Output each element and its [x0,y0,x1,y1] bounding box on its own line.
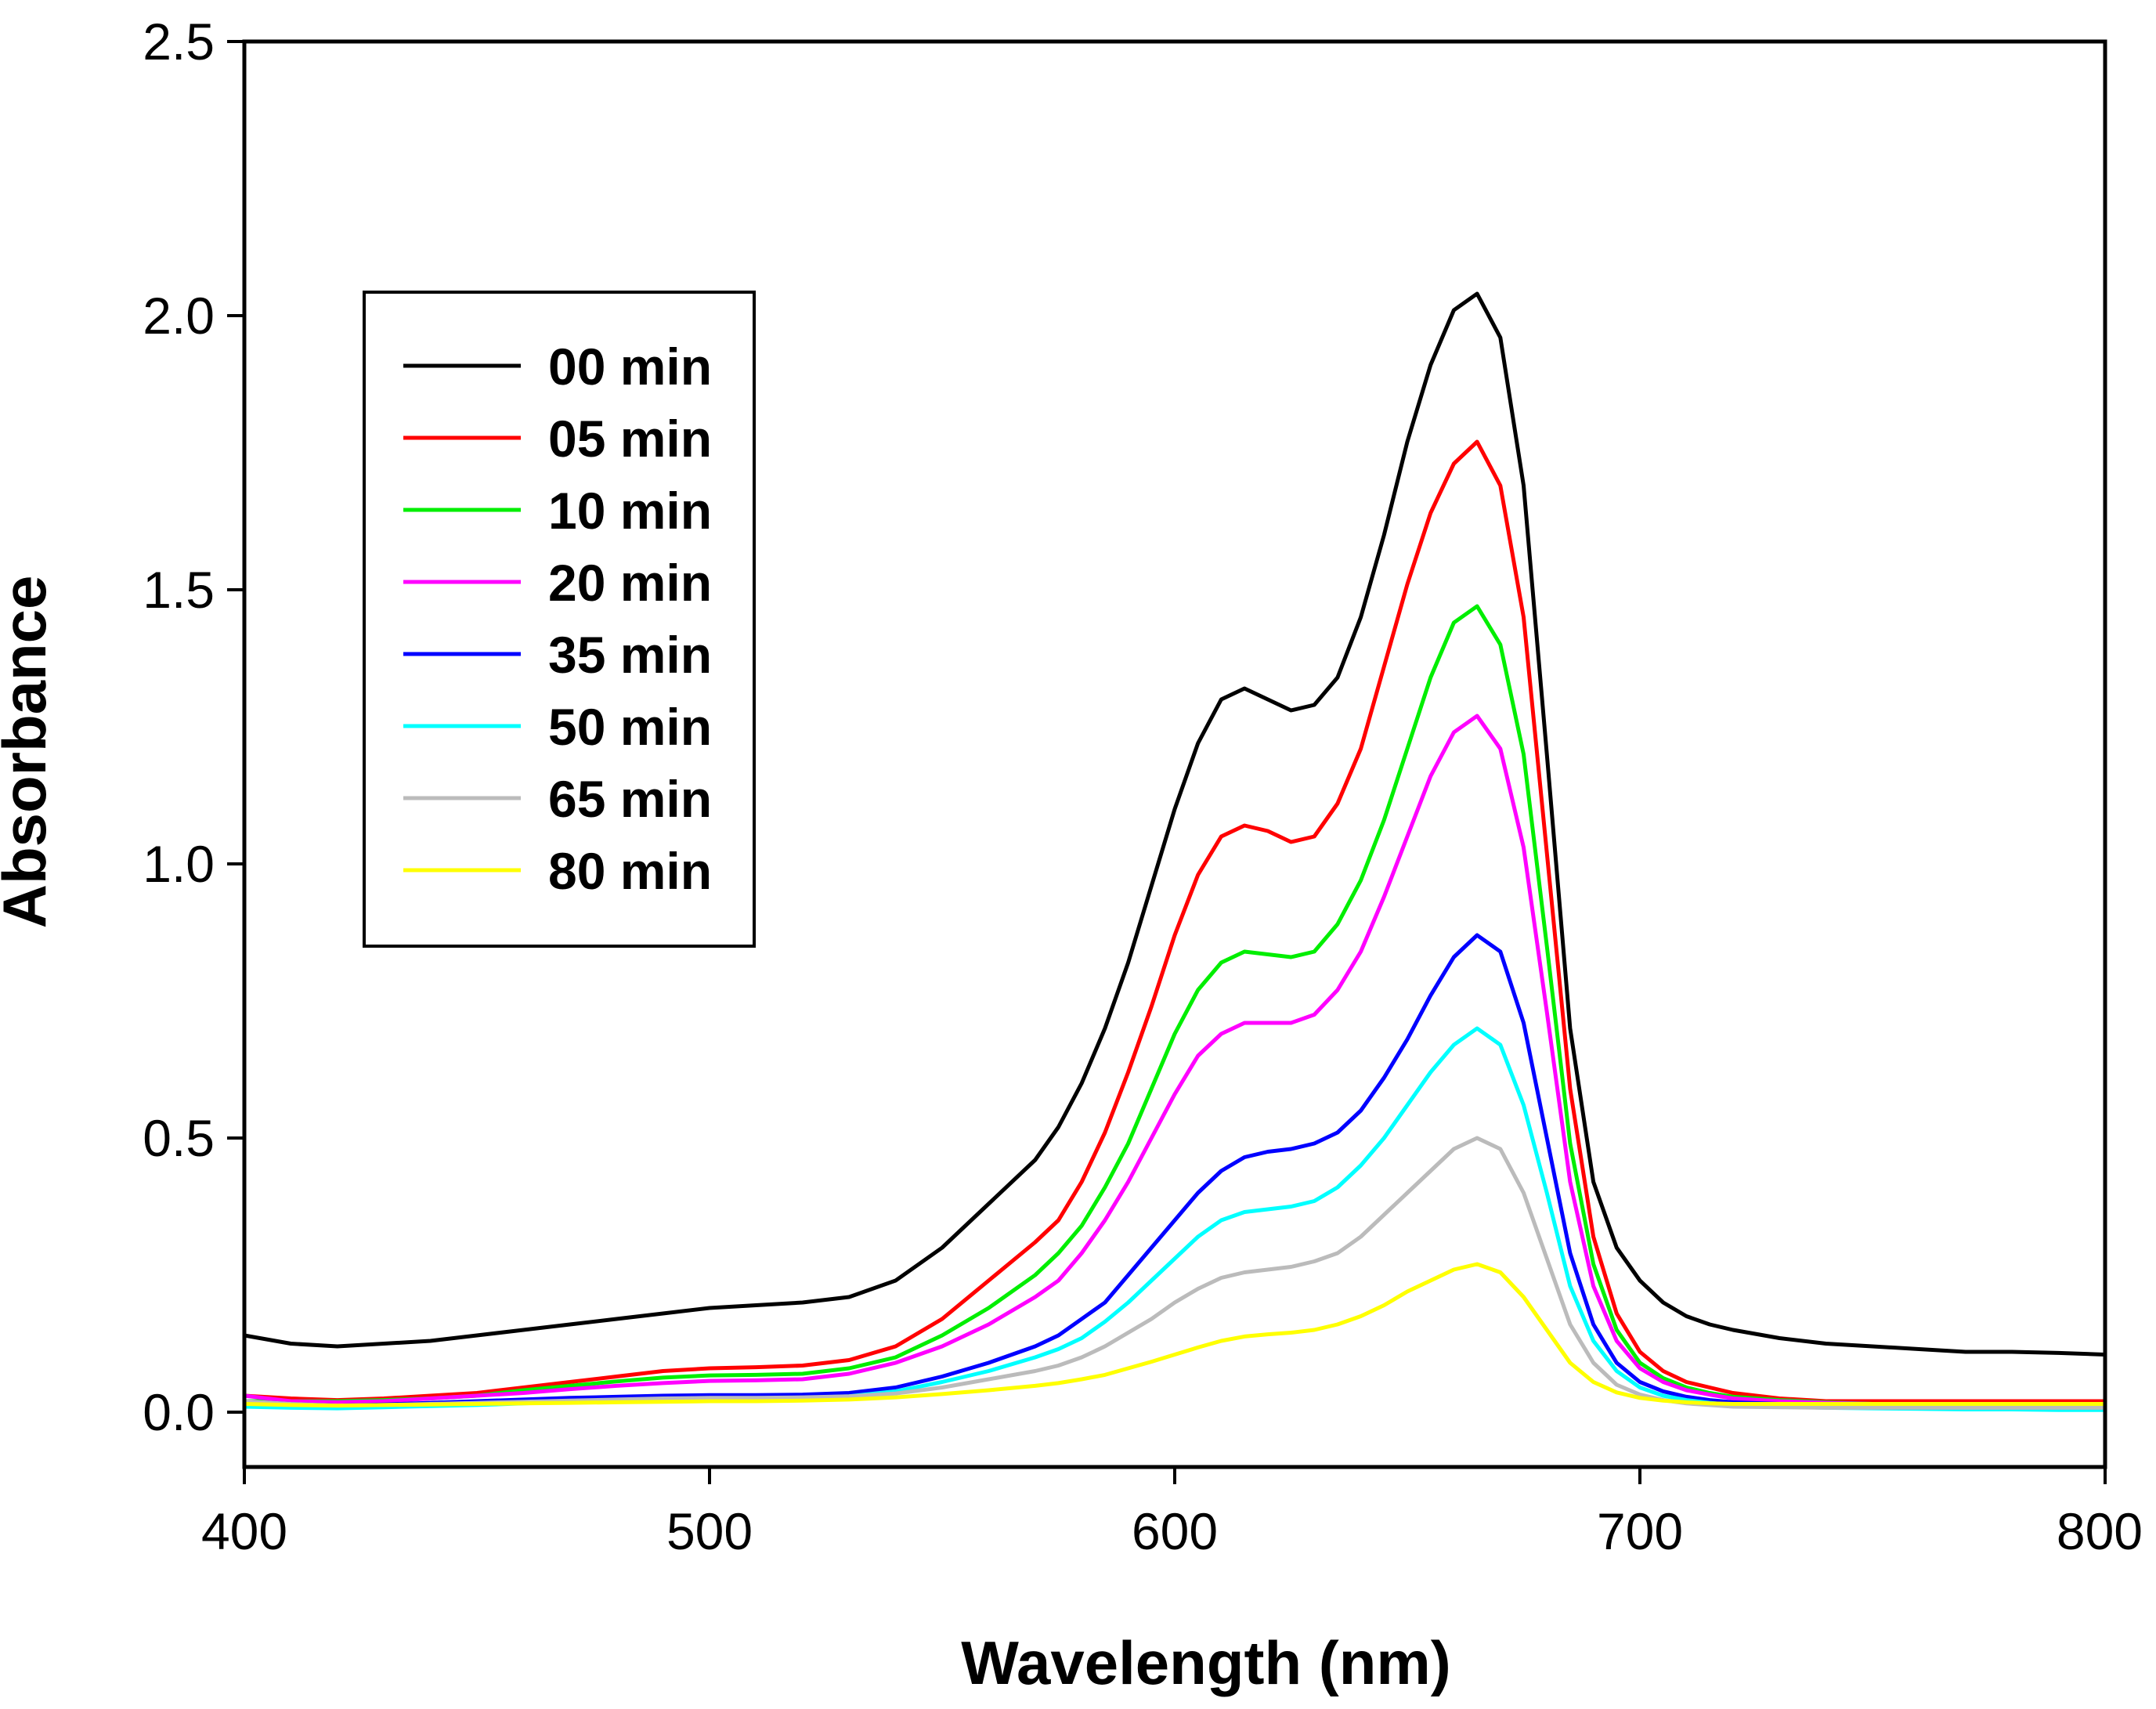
x-tick-label: 600 [1132,1502,1218,1560]
y-axis-ticks: 0.0 0.5 1.0 1.5 2.0 2.5 [143,13,244,1441]
y-tick-label: 1.0 [143,835,215,893]
y-tick-label: 0.0 [143,1383,215,1441]
x-axis-title: Wavelength (nm) [961,1628,1450,1697]
series-line [244,1262,2105,1408]
x-tick-label: 800 [2057,1502,2143,1560]
series-line [244,439,2105,1404]
legend-label: 20 min [548,554,712,612]
legend-label: 35 min [548,626,712,684]
legend-label: 10 min [548,482,712,540]
series-line [244,291,2106,1357]
plot-area-frame [242,39,2107,1469]
legend: 00 min 05 min 10 min 20 min 35 min 50 min 65 m… [363,291,756,948]
x-axis-ticks: 400 500 600 700 800 [201,1467,2143,1560]
series-lines [244,291,2106,1412]
x-tick-label: 400 [201,1502,287,1560]
series-line [244,1136,2105,1410]
legend-label: 65 min [548,770,712,828]
legend-box [363,291,756,948]
legend-label: 05 min [548,410,712,468]
legend-label: 80 min [548,842,712,900]
y-tick-label: 0.5 [143,1109,215,1167]
series-line [244,933,2105,1409]
x-tick-label: 500 [666,1502,753,1560]
legend-label: 00 min [548,338,712,396]
legend-label: 50 min [548,698,712,756]
y-axis-title: Absorbance [0,576,59,929]
y-tick-label: 1.5 [143,561,215,619]
y-tick-label: 2.0 [143,287,215,345]
y-tick-label: 2.5 [143,13,215,70]
x-tick-label: 700 [1597,1502,1683,1560]
series-line [244,714,2105,1406]
legend-items: 00 min 05 min 10 min 20 min 35 min 50 min 65 m… [403,338,712,900]
